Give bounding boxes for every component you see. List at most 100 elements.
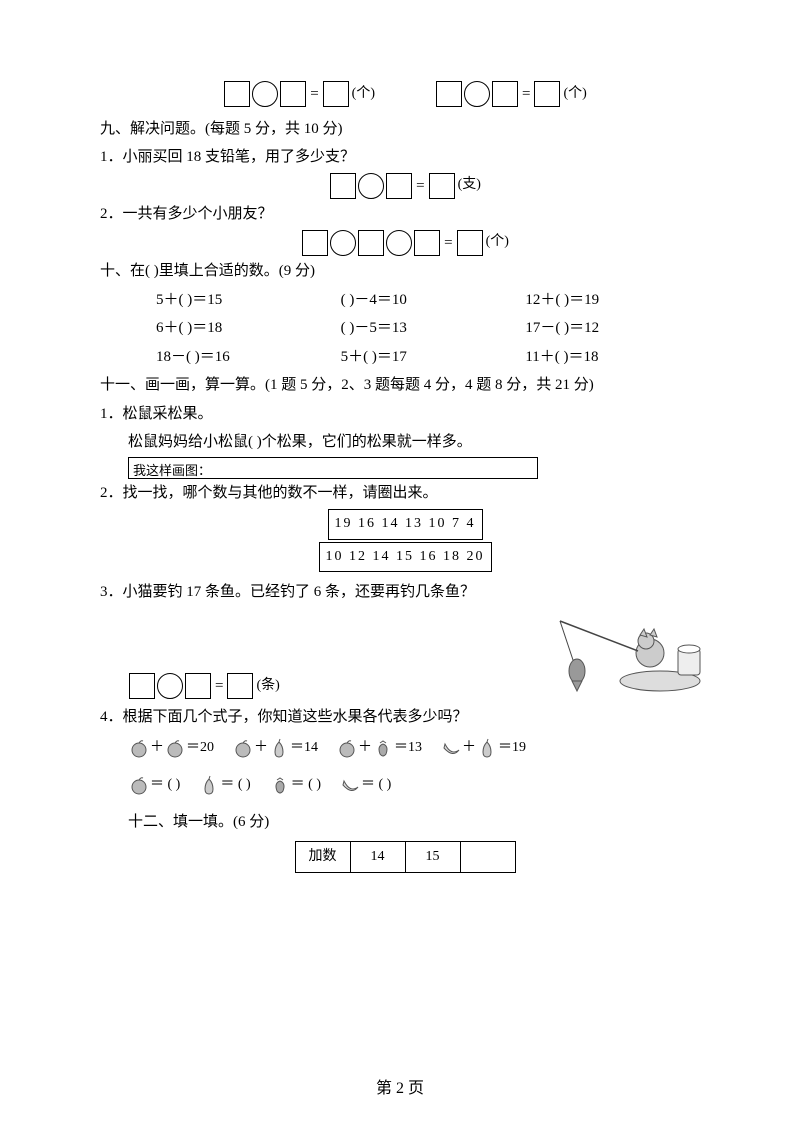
apple-icon (336, 738, 358, 758)
blank-circle[interactable] (252, 81, 278, 107)
strawberry-icon (372, 738, 394, 758)
fill-blank[interactable]: 5＋( )＝15 (156, 286, 341, 315)
ans-blank: ＝ ( ) (361, 772, 391, 799)
blank-circle[interactable] (464, 81, 490, 107)
fill-row-1: 5＋( )＝15 ( )－4＝10 12＋( )＝19 (100, 286, 710, 315)
blank-square[interactable] (185, 673, 211, 699)
eq-val: ＝14 (290, 735, 318, 762)
fruit-ans-3[interactable]: ＝ ( ) (269, 772, 321, 799)
section-12-title: 十二、填一填。(6 分) (100, 808, 710, 837)
fruit-ans-4[interactable]: ＝ ( ) (339, 772, 391, 799)
section-11-title: 十一、画一画，算一算。(1 题 5 分，2、3 题每题 4 分，4 题 8 分，… (100, 371, 710, 400)
addend-table: 加数 14 15 (295, 841, 516, 874)
blank-square[interactable] (280, 81, 306, 107)
fruit-eq-1: ＋ ＝20 (128, 735, 214, 762)
blank-circle[interactable] (157, 673, 183, 699)
blank-circle[interactable] (386, 230, 412, 256)
section-9-title: 九、解决问题。(每题 5 分，共 10 分) (100, 115, 710, 144)
fruit-eq-2: ＋ ＝14 (232, 735, 318, 762)
blank-square[interactable] (358, 230, 384, 256)
blank-square[interactable] (414, 230, 440, 256)
blank-circle[interactable] (358, 173, 384, 199)
blank-square[interactable] (429, 173, 455, 199)
ans-blank: ＝ ( ) (220, 772, 250, 799)
blank-square[interactable] (386, 173, 412, 199)
eq-val: ＝13 (394, 735, 422, 762)
blank-square[interactable] (330, 173, 356, 199)
blank-square[interactable] (302, 230, 328, 256)
num-seq-2-row: 10 12 14 15 16 18 20 (100, 542, 710, 573)
blank-square[interactable] (492, 81, 518, 107)
apple-icon (232, 738, 254, 758)
q11-4: 4．根据下面几个式子，你知道这些水果各代表多少吗？ (100, 703, 710, 732)
eq-val: ＝20 (186, 735, 214, 762)
draw-box-wrap: 我这样画图： (100, 457, 710, 479)
fill-blank[interactable]: 17－( )＝12 (525, 314, 710, 343)
apple-icon (128, 738, 150, 758)
blank-square[interactable] (227, 673, 253, 699)
fill-blank[interactable]: ( )－4＝10 (341, 286, 526, 315)
number-sequence-2[interactable]: 10 12 14 15 16 18 20 (319, 542, 492, 573)
q11-1a: 1．松鼠采松果。 (100, 400, 710, 429)
q11-2: 2．找一找，哪个数与其他的数不一样，请圈出来。 (100, 479, 710, 508)
q9-1-equation: = (支) (100, 172, 710, 201)
ans-blank: ＝ ( ) (150, 772, 180, 799)
pear-icon (476, 738, 498, 758)
fill-row-2: 6＋( )＝18 ( )－5＝13 17－( )＝12 (100, 314, 710, 343)
blank-circle[interactable] (330, 230, 356, 256)
draw-box[interactable]: 我这样画图： (128, 457, 538, 479)
fruit-eq-4: ＋ ＝19 (440, 735, 526, 762)
q11-1b: 松鼠妈妈给小松鼠( )个松果，它们的松果就一样多。 (100, 428, 710, 457)
unit-tiao: (条) (256, 673, 279, 700)
num-seq-1-row: 19 16 14 13 10 7 4 (100, 509, 710, 540)
blank-square[interactable] (457, 230, 483, 256)
apple-icon (128, 775, 150, 795)
banana-icon (339, 775, 361, 795)
fruit-ans-1[interactable]: ＝ ( ) (128, 772, 180, 799)
fruit-ans-row: ＝ ( ) ＝ ( ) ＝ ( ) ＝ ( ) (100, 772, 710, 799)
table-cell-blank[interactable] (460, 841, 515, 873)
blank-square[interactable] (129, 673, 155, 699)
section-10-title: 十、在( )里填上合适的数。(9 分) (100, 257, 710, 286)
table-cell: 14 (350, 841, 405, 873)
page: = (个) = (个) 九、解决问题。(每题 5 分，共 10 分) 1．小丽买… (0, 0, 800, 1132)
table-row: 加数 14 15 (100, 837, 710, 874)
blank-square[interactable] (534, 81, 560, 107)
fill-blank[interactable]: ( )－5＝13 (341, 314, 526, 343)
fill-blank[interactable]: 12＋( )＝19 (525, 286, 710, 315)
unit-ge: (个) (352, 81, 375, 108)
top-equation-row: = (个) = (个) (100, 80, 710, 109)
fruit-ans-2[interactable]: ＝ ( ) (198, 772, 250, 799)
equation-blank-1: = (个) (223, 80, 375, 109)
table-header: 加数 (295, 841, 350, 873)
fill-blank[interactable]: 18－( )＝16 (156, 343, 341, 372)
unit-zhi: (支) (458, 172, 481, 199)
equation-blank-2: = (个) (435, 80, 587, 109)
banana-icon (440, 738, 462, 758)
fill-row-3: 18－( )＝16 5＋( )＝17 11＋( )＝18 (100, 343, 710, 372)
table-cell: 15 (405, 841, 460, 873)
fill-blank[interactable]: 5＋( )＝17 (341, 343, 526, 372)
strawberry-icon (269, 775, 291, 795)
unit-ge: (个) (563, 81, 586, 108)
pear-icon (268, 738, 290, 758)
q11-3-equation: = (条) (100, 672, 280, 701)
apple-icon (164, 738, 186, 758)
q11-3: 3．小猫要钓 17 条鱼。已经钓了 6 条，还要再钓几条鱼？ (100, 578, 710, 607)
cat-fishing-image (520, 611, 710, 701)
blank-square[interactable] (436, 81, 462, 107)
fill-blank[interactable]: 11＋( )＝18 (525, 343, 710, 372)
q9-1: 1．小丽买回 18 支铅笔，用了多少支？ (100, 143, 710, 172)
blank-square[interactable] (224, 81, 250, 107)
pear-icon (198, 775, 220, 795)
q9-2: 2．一共有多少个小朋友？ (100, 200, 710, 229)
unit-ge: (个) (486, 229, 509, 256)
ans-blank: ＝ ( ) (291, 772, 321, 799)
blank-square[interactable] (323, 81, 349, 107)
fill-blank[interactable]: 6＋( )＝18 (156, 314, 341, 343)
fruit-eq-row: ＋ ＝20 ＋ ＝14 ＋ ＝13 ＋ ＝19 (100, 735, 710, 762)
fruit-eq-3: ＋ ＝13 (336, 735, 422, 762)
q11-3-row: = (条) (100, 611, 710, 701)
number-sequence-1[interactable]: 19 16 14 13 10 7 4 (328, 509, 483, 540)
eq-val: ＝19 (498, 735, 526, 762)
